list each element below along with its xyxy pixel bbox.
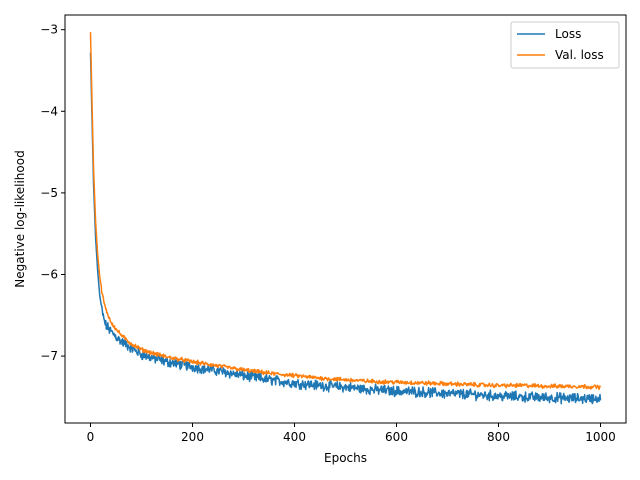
legend-label-loss: Loss xyxy=(555,27,581,41)
axes-frame xyxy=(64,14,627,424)
y-tick-label: −4 xyxy=(40,104,58,118)
y-axis: −3 −4 −5 −6 −7 xyxy=(40,23,65,363)
x-axis-label: Epochs xyxy=(324,451,367,465)
x-tick-label: 400 xyxy=(283,430,306,444)
x-tick-label: 1000 xyxy=(585,430,616,444)
y-tick-label: −6 xyxy=(40,267,58,281)
legend: Loss Val. loss xyxy=(510,21,620,69)
y-axis-label: Negative log-likelihood xyxy=(13,150,27,287)
x-tick-label: 200 xyxy=(181,430,204,444)
y-tick-label: −7 xyxy=(40,349,58,363)
legend-label-val-loss: Val. loss xyxy=(555,48,604,62)
x-tick-label: 600 xyxy=(385,430,408,444)
series-line-val-loss xyxy=(89,32,602,391)
x-tick-label: 800 xyxy=(487,430,510,444)
plot-area xyxy=(89,32,602,405)
y-tick-label: −3 xyxy=(40,23,58,37)
y-tick-label: −5 xyxy=(40,186,58,200)
x-tick-label: 0 xyxy=(87,430,95,444)
series-line-loss xyxy=(89,52,602,405)
x-axis: 0 200 400 600 800 1000 xyxy=(87,423,616,444)
